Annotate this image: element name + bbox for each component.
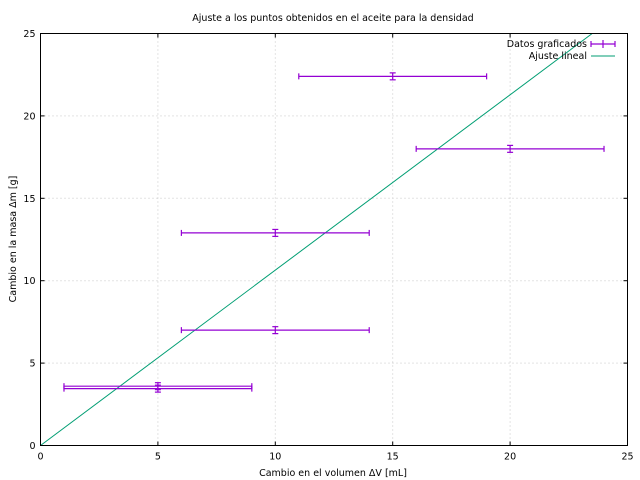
- x-tick-label: 0: [37, 452, 43, 463]
- y-tick-label: 0: [29, 441, 35, 452]
- x-tick-label: 5: [155, 452, 161, 463]
- chart-title: Ajuste a los puntos obtenidos en el acei…: [192, 13, 473, 24]
- data-point: [415, 144, 605, 153]
- y-tick-label: 20: [23, 111, 35, 122]
- x-tick-label: 20: [504, 452, 516, 463]
- x-tick-label: 25: [621, 452, 633, 463]
- x-axis-label: Cambio en el volumen ΔV [mL]: [259, 468, 407, 479]
- points-layer: [63, 72, 605, 393]
- y-tick-label: 10: [23, 276, 35, 287]
- data-point: [63, 384, 253, 393]
- legend-label-ajuste: Ajuste lineal: [529, 51, 587, 62]
- x-tick-label: 15: [387, 452, 399, 463]
- legend-label-datos: Datos graficados: [507, 39, 587, 50]
- fit-line: [40, 33, 593, 446]
- data-point: [180, 326, 370, 335]
- data-point: [298, 72, 488, 81]
- y-tick-label: 15: [23, 194, 35, 205]
- y-axis-label: Cambio en la masa Δm [g]: [8, 176, 19, 303]
- legend: Datos graficados Ajuste lineal: [507, 39, 616, 62]
- grid-layer: [40, 33, 628, 446]
- x-tick-label: 10: [269, 452, 281, 463]
- plot-frame: [40, 33, 628, 446]
- data-point: [180, 228, 370, 237]
- y-tick-label: 25: [23, 29, 35, 40]
- fit-layer: [40, 33, 593, 446]
- legend-errorbar-symbol: [590, 40, 616, 48]
- y-tick-label: 5: [29, 359, 35, 370]
- legend-errorbar-glyph: [590, 40, 616, 48]
- ticks-layer: 0 5 10 15 20 25 0 5 10 15 20 25: [23, 29, 633, 463]
